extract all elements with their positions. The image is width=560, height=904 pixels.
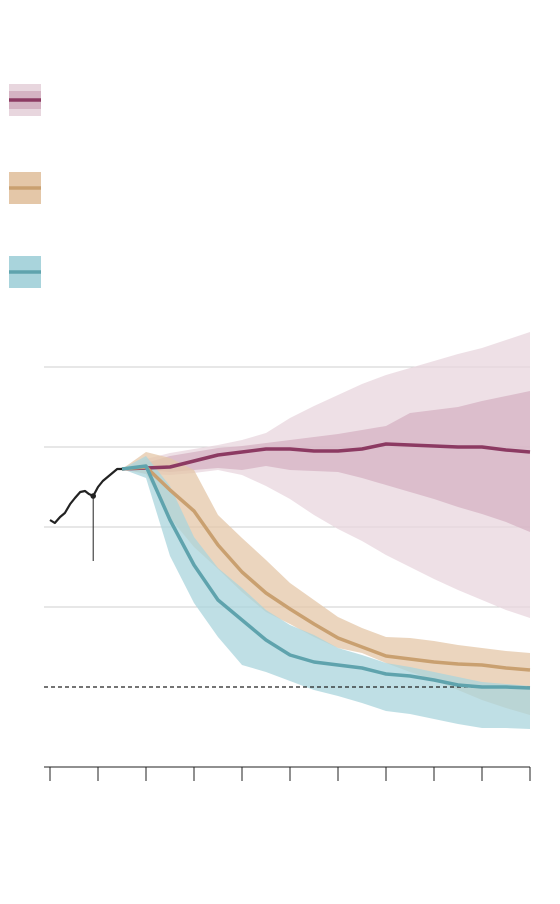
historical-line [49,467,122,525]
series-line [121,465,531,672]
series-line [121,464,531,690]
uncertainty-band [122,452,530,715]
uncertainty-band [122,391,530,532]
uncertainty-band [122,332,530,618]
highlight-point [90,493,96,499]
series-line [121,442,531,471]
